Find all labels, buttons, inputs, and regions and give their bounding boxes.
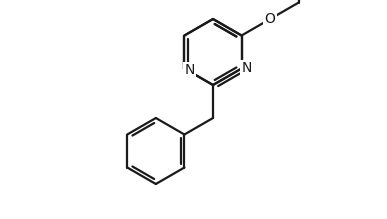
Text: N: N [184,64,195,78]
Text: N: N [241,62,252,76]
Text: O: O [265,12,276,26]
